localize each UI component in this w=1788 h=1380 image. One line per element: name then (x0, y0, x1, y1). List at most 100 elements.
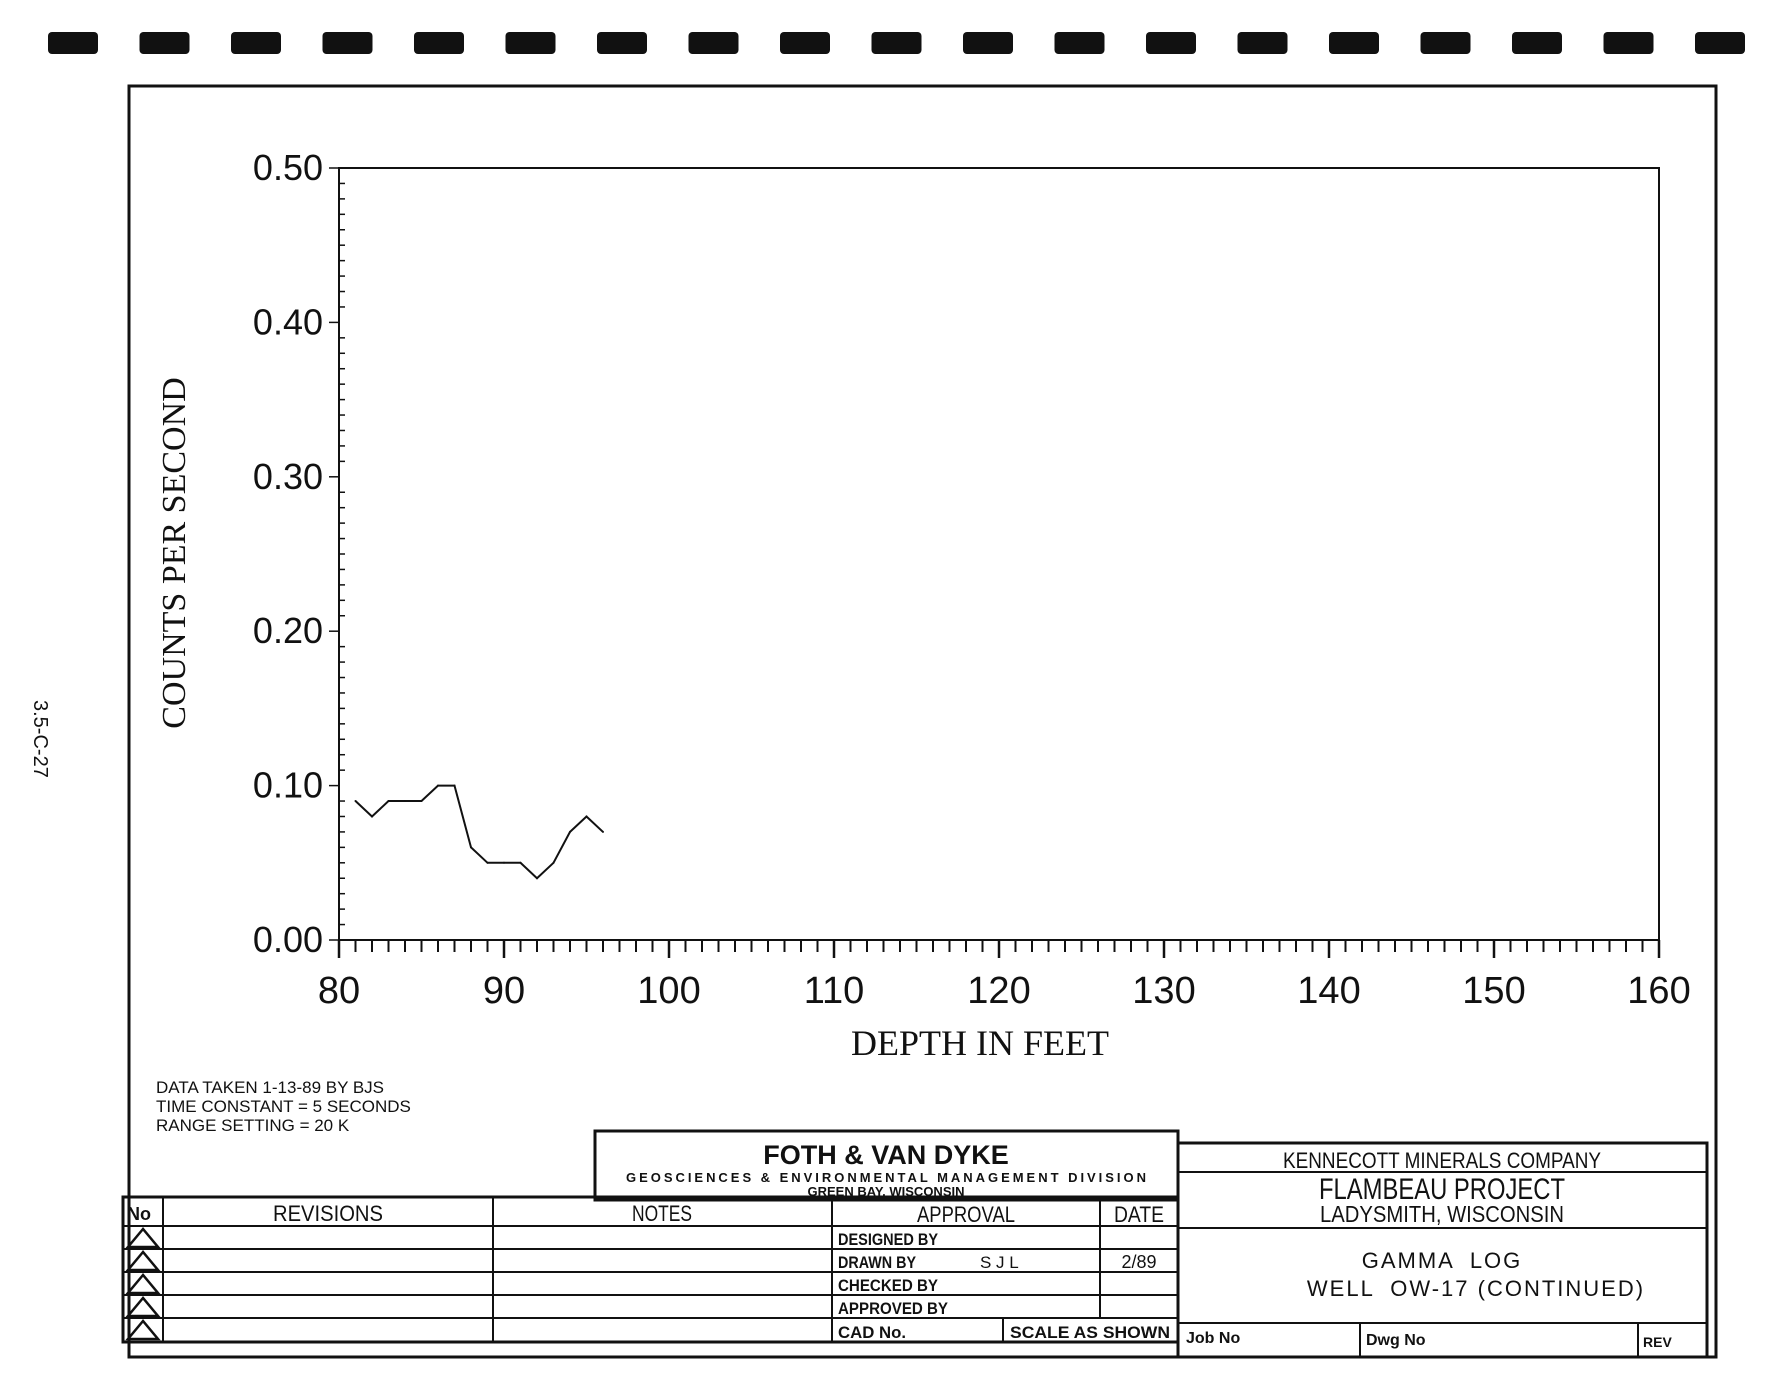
data-point (486, 861, 489, 864)
cad-label: CAD No. (838, 1323, 906, 1342)
x-tick-label: 150 (1462, 970, 1525, 1012)
firm-block: FOTH & VAN DYKE GEOSCIENCES & ENVIRONMEN… (593, 1129, 1180, 1202)
y-tick-label: 0.30 (253, 456, 323, 497)
x-tick-label: 120 (967, 970, 1030, 1012)
drawn-by-name: S J L (980, 1253, 1019, 1272)
sprocket-hole (1512, 32, 1562, 54)
sprocket-hole (963, 32, 1013, 54)
rev-label: REV (1643, 1334, 1672, 1350)
sprocket-holes (48, 32, 1745, 54)
project-name: FLAMBEAU PROJECT (1319, 1173, 1565, 1206)
sprocket-hole (505, 32, 556, 54)
client-company: KENNECOTT MINERALS COMPANY (1283, 1148, 1601, 1173)
job-no-label: Job No (1186, 1330, 1240, 1347)
sprocket-hole (322, 32, 373, 54)
sprocket-hole (688, 32, 739, 54)
firm-division: GEOSCIENCES & ENVIRONMENTAL MANAGEMENT D… (626, 1170, 1146, 1185)
y-tick-label: 0.00 (253, 919, 323, 960)
data-point (387, 800, 390, 803)
revisions-table: No REVISIONS NOTES APPROVAL DATE DESIGNE… (121, 1195, 1180, 1344)
outer-frame (127, 84, 1718, 1359)
x-axis-label: DEPTH IN FEET (851, 1023, 1109, 1063)
page-code: 3.5-C-27 (29, 700, 51, 778)
data-point (437, 784, 439, 787)
note-range-setting: RANGE SETTING = 20 K (156, 1116, 350, 1135)
chart: 0.00 0.10 0.20 0.30 0.40 0.50 80 90 100 110 120 13… (156, 147, 1691, 1063)
x-tick-label: 130 (1132, 970, 1195, 1012)
y-tick-label: 0.10 (253, 765, 323, 806)
data-point (519, 861, 522, 864)
note-date-taken: DATA TAKEN 1-13-89 BY BJS (156, 1078, 384, 1097)
x-tick-label: 90 (483, 970, 525, 1012)
y-tick-label: 0.20 (253, 610, 323, 651)
checked-by-label: CHECKED BY (838, 1276, 939, 1295)
date-header: DATE (1114, 1202, 1164, 1227)
data-point (371, 815, 373, 818)
y-tick-label: 0.40 (253, 301, 323, 342)
sprocket-hole (1329, 32, 1379, 54)
sprocket-hole (1237, 32, 1288, 54)
data-point (602, 830, 604, 833)
revision-triangle-icon (125, 1296, 161, 1318)
data-point (503, 861, 505, 864)
data-notes: DATA TAKEN 1-13-89 BY BJS TIME CONSTANT … (156, 1078, 411, 1135)
data-point (354, 800, 357, 803)
revision-triangle-icon (125, 1250, 161, 1272)
sprocket-hole (1054, 32, 1105, 54)
y-axis-ticks (329, 167, 345, 941)
data-point (453, 784, 456, 787)
plot-area (338, 167, 1660, 941)
x-tick-label: 80 (318, 970, 360, 1012)
y-tick-labels: 0.00 0.10 0.20 0.30 0.40 0.50 (253, 147, 323, 960)
no-header: No (127, 1204, 151, 1224)
sprocket-hole (597, 32, 647, 54)
drawn-by-date: 2/89 (1121, 1252, 1156, 1272)
drawn-by-label: DRAWN BY (838, 1253, 917, 1272)
data-point (536, 877, 538, 880)
data-point (404, 800, 406, 803)
approval-header: APPROVAL (917, 1202, 1015, 1227)
x-tick-label: 140 (1297, 970, 1360, 1012)
data-point (552, 861, 555, 864)
data-point (420, 800, 423, 803)
sprocket-hole (139, 32, 190, 54)
data-point (585, 815, 588, 818)
firm-name: FOTH & VAN DYKE (763, 1140, 1009, 1170)
designed-by-label: DESIGNED BY (838, 1230, 939, 1249)
sprocket-hole (414, 32, 464, 54)
gamma-count-line (354, 784, 604, 880)
firm-location: GREEN BAY, WISCONSIN (808, 1184, 965, 1199)
data-points (354, 784, 604, 880)
scale-label: SCALE AS SHOWN (1010, 1323, 1170, 1342)
note-time-constant: TIME CONSTANT = 5 SECONDS (156, 1097, 411, 1116)
revision-triangle-icon (125, 1319, 161, 1341)
drawing-title: GAMMA LOG (1362, 1248, 1523, 1273)
y-axis-label: COUNTS PER SECOND (156, 377, 193, 728)
sprocket-hole (871, 32, 922, 54)
x-tick-label: 110 (804, 970, 865, 1012)
sprocket-hole (231, 32, 281, 54)
x-axis-ticks (337, 940, 1661, 958)
sprocket-hole (1146, 32, 1196, 54)
drawing-subtitle: WELL OW-17 (CONTINUED) (1307, 1276, 1645, 1301)
sprocket-hole (780, 32, 830, 54)
data-point (470, 846, 472, 849)
revision-triangle-icon (125, 1227, 161, 1249)
data-point (569, 830, 571, 833)
x-tick-label: 160 (1627, 970, 1690, 1012)
approved-by-label: APPROVED BY (838, 1299, 949, 1318)
x-tick-labels: 80 90 100 110 120 130 140 150 160 (318, 970, 1691, 1012)
revisions-header: REVISIONS (273, 1201, 383, 1226)
dwg-no-label: Dwg No (1366, 1332, 1426, 1349)
x-tick-label: 100 (637, 970, 700, 1012)
notes-header: NOTES (632, 1201, 692, 1226)
revision-triangle-icon (125, 1273, 161, 1295)
sprocket-hole (1420, 32, 1471, 54)
sprocket-hole (1603, 32, 1654, 54)
project-location: LADYSMITH, WISCONSIN (1320, 1201, 1564, 1227)
client-block: KENNECOTT MINERALS COMPANY FLAMBEAU PROJ… (1176, 1141, 1709, 1359)
sprocket-hole (1695, 32, 1745, 54)
y-tick-label: 0.50 (253, 147, 323, 188)
sprocket-hole (48, 32, 98, 54)
